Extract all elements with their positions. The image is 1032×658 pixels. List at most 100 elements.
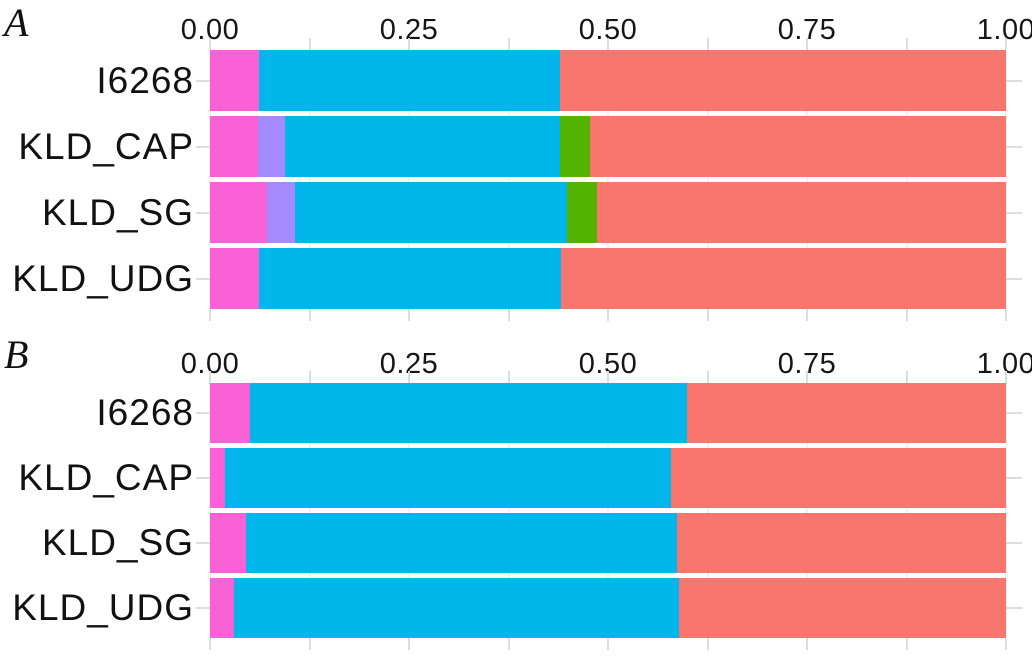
bar-segment-purple — [257, 116, 285, 177]
bar-segment-pink — [210, 448, 226, 508]
bar-segment-blue — [295, 182, 568, 243]
x-axis-tick-label: 1.00 — [976, 14, 1032, 46]
axis-tick-bottom — [308, 638, 311, 650]
stacked-bar-kld_cap — [210, 448, 1006, 508]
bar-segment-salmon — [678, 578, 1006, 638]
axis-tick-bottom — [706, 638, 709, 650]
row-label-kld_udg: KLD_UDG — [12, 587, 194, 628]
axis-tick-top — [209, 38, 211, 50]
axis-tick-bottom — [209, 638, 211, 650]
bar-segment-blue — [225, 448, 671, 508]
y-axis-tick-left — [196, 145, 210, 148]
bar-segment-salmon — [596, 182, 1006, 243]
row-label-i6268: I6268 — [96, 392, 194, 433]
y-axis-tick-right — [1006, 145, 1022, 148]
gridline — [408, 383, 410, 638]
y-axis-tick-left — [196, 412, 210, 414]
bar-segment-pink — [210, 116, 258, 177]
row-label-i6268: I6268 — [96, 60, 194, 101]
axis-tick-top — [1005, 371, 1007, 383]
row-label-kld_cap: KLD_CAP — [18, 126, 194, 167]
gridline — [308, 50, 311, 309]
bar-segment-salmon — [677, 513, 1006, 573]
gridline — [507, 383, 510, 638]
x-axis-tick-label: 1.00 — [976, 348, 1032, 380]
axis-tick-top — [507, 38, 510, 50]
axis-tick-bottom — [706, 309, 709, 321]
y-axis-tick-right — [1006, 607, 1022, 609]
gridline — [607, 383, 609, 638]
bar-segment-green — [560, 116, 590, 177]
axis-tick-top — [706, 371, 709, 383]
bar-segment-salmon — [686, 383, 1006, 443]
y-axis-tick-left — [196, 277, 210, 280]
y-axis-tick-right — [1006, 79, 1022, 82]
axis-tick-bottom — [507, 309, 510, 321]
bar-segment-green — [567, 182, 597, 243]
y-axis-tick-right — [1006, 277, 1022, 280]
bar-segment-blue — [284, 116, 561, 177]
axis-tick-top — [905, 371, 908, 383]
bar-segment-pink — [210, 578, 234, 638]
bar-segment-pink — [210, 513, 246, 573]
row-label-kld_cap: KLD_CAP — [18, 457, 194, 498]
bar-segment-blue — [245, 513, 678, 573]
gridline — [1005, 383, 1007, 638]
gridline — [209, 50, 211, 309]
bar-segment-salmon — [560, 50, 1006, 111]
y-axis-tick-right — [1006, 412, 1022, 414]
axis-tick-bottom — [1005, 638, 1007, 650]
gridline — [806, 50, 808, 309]
panel-b-label: B — [4, 332, 29, 377]
y-axis-tick-right — [1006, 542, 1022, 544]
axis-tick-bottom — [905, 309, 908, 321]
axis-tick-top — [905, 38, 908, 50]
axis-tick-top — [607, 38, 609, 50]
gridline — [408, 50, 410, 309]
y-axis-tick-left — [196, 542, 210, 544]
panel-a-plot-area: 0.00 0.25 0.50 0.75 1.00 — [181, 0, 1032, 330]
gridline — [507, 50, 510, 309]
panel-b: B 0.00 0.25 0.50 0.75 1.00 I6268 KLD_CAP KLD_S… — [0, 332, 1032, 658]
stacked-bar-kld_udg — [210, 248, 1006, 309]
bar-segment-blue — [259, 248, 562, 309]
axis-tick-top — [706, 38, 709, 50]
axis-tick-top — [209, 371, 211, 383]
gridline — [706, 50, 709, 309]
stacked-bar-kld_cap — [210, 116, 1006, 177]
row-label-kld_sg: KLD_SG — [41, 522, 194, 563]
y-axis-tick-left — [196, 211, 210, 214]
axis-tick-top — [408, 38, 410, 50]
axis-tick-bottom — [308, 309, 311, 321]
bar-segment-blue — [259, 50, 561, 111]
axis-tick-bottom — [408, 309, 410, 321]
axis-tick-bottom — [507, 638, 510, 650]
y-axis-tick-right — [1006, 211, 1022, 214]
row-label-kld_sg: KLD_SG — [41, 192, 194, 233]
gridline — [308, 383, 311, 638]
axis-tick-bottom — [806, 309, 808, 321]
axis-tick-top — [308, 38, 311, 50]
gridline — [905, 50, 908, 309]
bar-segment-pink — [210, 50, 260, 111]
gridline — [905, 383, 908, 638]
bar-segment-purple — [266, 182, 296, 243]
y-axis-tick-left — [196, 477, 210, 479]
axis-tick-top — [806, 38, 808, 50]
stacked-bar-kld_sg — [210, 513, 1006, 573]
axis-tick-top — [308, 371, 311, 383]
bar-segment-salmon — [670, 448, 1006, 508]
axis-tick-bottom — [905, 638, 908, 650]
bar-segment-salmon — [561, 248, 1006, 309]
axis-tick-top — [408, 371, 410, 383]
axis-tick-bottom — [408, 638, 410, 650]
gridline — [806, 383, 808, 638]
axis-tick-bottom — [1005, 309, 1007, 321]
y-axis-tick-right — [1006, 477, 1022, 479]
bar-segment-blue — [249, 383, 687, 443]
axis-tick-bottom — [607, 638, 609, 650]
gridline — [209, 383, 211, 638]
gridline — [1005, 50, 1007, 309]
gridline — [706, 383, 709, 638]
